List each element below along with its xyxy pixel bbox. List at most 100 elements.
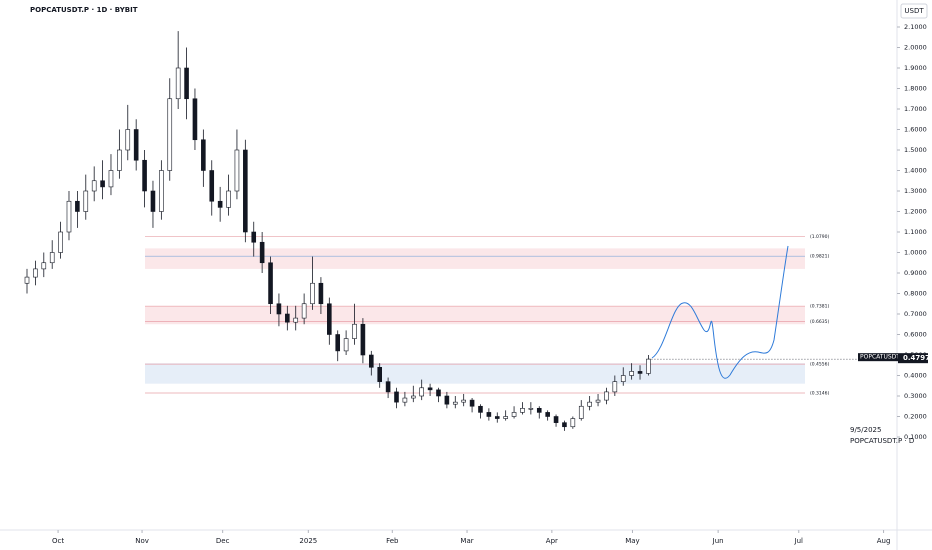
y-tick-label: 2.1000 <box>904 23 927 31</box>
x-tick-label: Feb <box>386 537 399 545</box>
candle-body <box>578 405 584 419</box>
candle-body <box>377 366 383 382</box>
plot: (1.0790) (0.9821) (0.7381) (0.6635) (0.4556)… <box>24 23 930 545</box>
y-tick-label: 0.2000 <box>904 413 927 421</box>
candle-body <box>562 422 567 428</box>
y-tick-label: 1.2000 <box>904 208 927 216</box>
candle-body <box>41 262 47 270</box>
y-tick-label: 0.6000 <box>904 331 927 339</box>
candle-body <box>49 252 55 264</box>
candle-body <box>133 129 139 161</box>
candle-body <box>520 407 525 413</box>
candle-body <box>234 149 240 192</box>
candle-body <box>494 416 500 419</box>
last-price-name-box <box>858 353 898 362</box>
candle-body <box>553 416 559 423</box>
candle-body <box>58 231 63 253</box>
fib-label: (0.4556) <box>810 362 830 368</box>
candle-body <box>117 149 122 171</box>
y-tick-label: 1.1000 <box>904 228 927 236</box>
y-tick-label: 0.4000 <box>904 372 927 380</box>
candle-body <box>201 139 206 171</box>
x-tick-label: Apr <box>546 537 558 545</box>
candle-body <box>100 180 105 188</box>
candle-body <box>83 190 89 212</box>
x-tick-label: May <box>625 537 639 545</box>
candle-body <box>285 313 290 323</box>
fib-label: (0.9821) <box>810 254 830 260</box>
y-tick-label: 0.7000 <box>904 310 927 318</box>
candle-body <box>503 416 508 419</box>
candle-body <box>461 399 466 403</box>
candle-body <box>301 303 307 319</box>
candle-body <box>360 323 366 356</box>
candle-body <box>369 354 374 368</box>
y-tick-label: 1.6000 <box>904 126 927 134</box>
candle-body <box>394 391 399 403</box>
zone <box>145 248 805 269</box>
fib-label: (0.7381) <box>810 304 830 310</box>
candle-body <box>545 412 550 417</box>
candle-body <box>125 129 131 151</box>
last-price-box <box>898 353 928 364</box>
candle-body <box>293 317 299 323</box>
candle-body <box>217 200 223 208</box>
candle-body <box>536 407 542 413</box>
candle-body <box>511 412 517 417</box>
candle-body <box>226 190 231 208</box>
candle-body <box>646 358 651 374</box>
candle-body <box>192 98 198 141</box>
candle-body <box>419 387 424 397</box>
x-tick-label: Nov <box>135 537 149 545</box>
y-tick-label: 0.1000 <box>904 433 927 441</box>
y-tick-label: 1.5000 <box>904 146 927 154</box>
candle-body <box>318 282 324 305</box>
footer-date: 9/5/2025 <box>850 426 881 434</box>
candle-body <box>310 282 315 305</box>
x-tick-label: Jun <box>712 537 724 545</box>
candle-body <box>108 170 114 188</box>
zone <box>145 305 805 325</box>
candle-body <box>167 98 173 171</box>
y-tick-label: 0.3000 <box>904 392 927 400</box>
candle-body <box>268 262 273 305</box>
candle-body <box>276 303 282 315</box>
candle-body <box>528 407 534 410</box>
currency-box <box>900 3 928 19</box>
candle-body <box>327 303 332 335</box>
x-tick-label: Dec <box>216 537 230 545</box>
y-tick-label: 0.9000 <box>904 269 927 277</box>
x-tick-label: Oct <box>52 537 64 545</box>
y-tick-label: 1.8000 <box>904 85 927 93</box>
y-tick-label: 0.8000 <box>904 290 927 298</box>
candle-body <box>402 397 408 403</box>
candle-body <box>33 268 38 278</box>
last-price-name: POPCATUSDT.P <box>860 354 905 361</box>
candle-body <box>142 159 147 192</box>
y-tick-label: 1.3000 <box>904 187 927 195</box>
candle-body <box>243 149 248 233</box>
candle-body <box>587 401 592 407</box>
candle-body <box>478 405 483 413</box>
chart-title: POPCATUSDT.P · 1D · BYBIT <box>30 6 138 14</box>
fib-label: (0.3146) <box>810 391 830 397</box>
x-tick-label: Aug <box>877 537 891 545</box>
candle-body <box>343 338 349 352</box>
y-tick-label: 1.0000 <box>904 249 927 257</box>
candle-body <box>469 399 475 407</box>
candle-body <box>259 241 265 264</box>
candle-body <box>595 399 601 403</box>
candle-body <box>175 67 181 100</box>
candle-body <box>24 276 30 284</box>
candle-body <box>251 231 257 243</box>
candle-body <box>444 395 450 405</box>
y-tick-label: 2.0000 <box>904 44 927 52</box>
x-tick-label: 2025 <box>299 537 317 545</box>
x-tick-label: Mar <box>460 537 473 545</box>
candle-body <box>352 323 357 339</box>
candle-body <box>410 395 416 399</box>
last-price-label: 0.4797 <box>903 354 930 362</box>
candle-body <box>427 387 433 391</box>
candle-body <box>452 401 458 405</box>
